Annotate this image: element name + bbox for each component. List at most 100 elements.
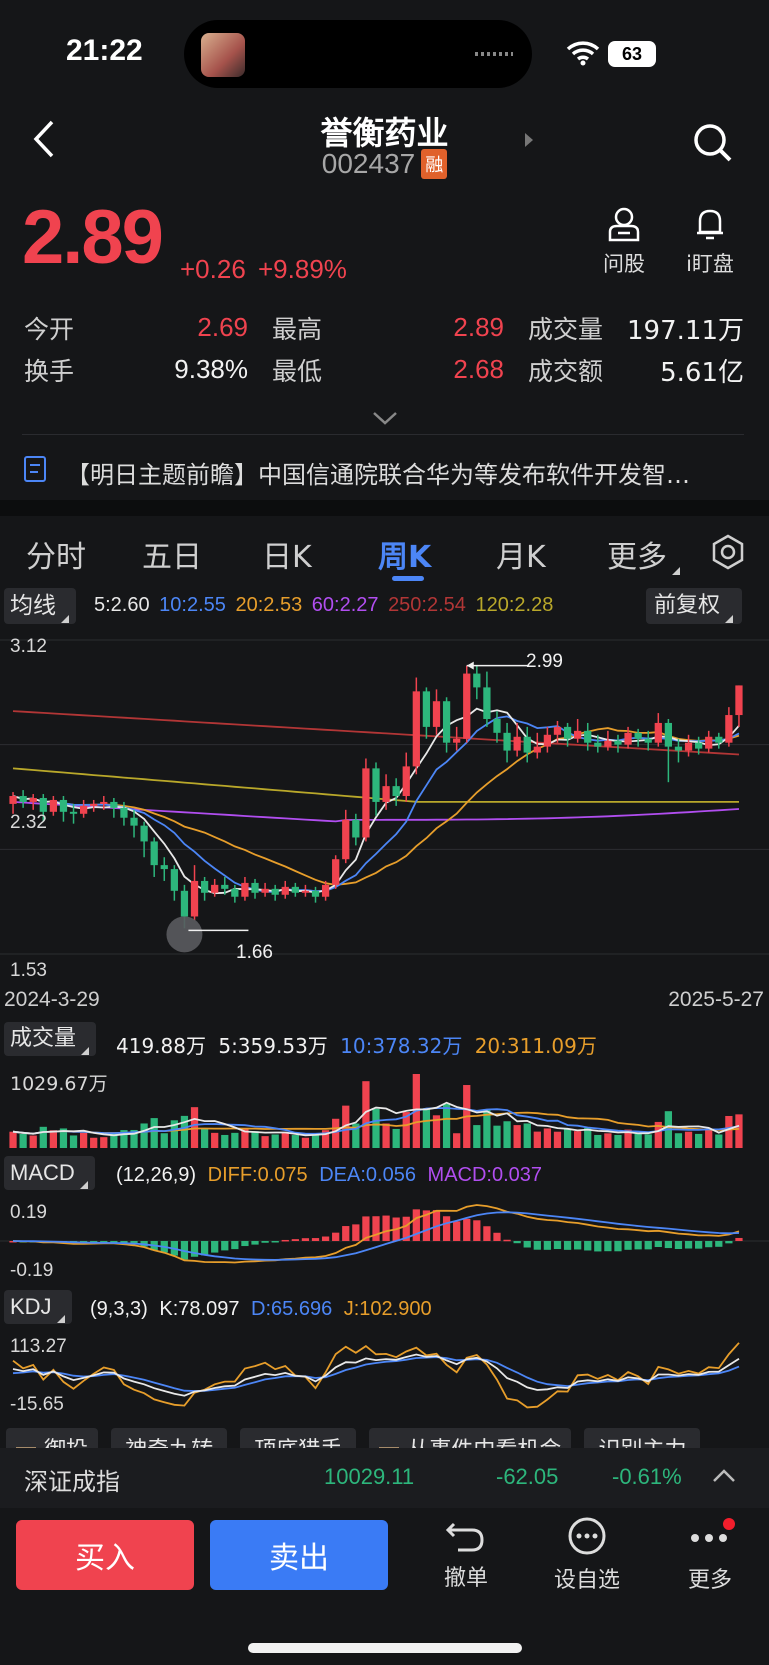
add-watchlist-button[interactable]: 设自选: [548, 1516, 626, 1594]
search-icon[interactable]: [692, 122, 734, 164]
news-headline[interactable]: 【明日主题前瞻】中国信通院联合华为等发布软件开发智…: [66, 461, 690, 489]
wifi-icon: [566, 41, 600, 66]
volume-bar: [231, 1132, 239, 1148]
ma20-value: 20:2.53: [235, 594, 303, 616]
next-stock-icon[interactable]: [522, 131, 536, 149]
kdj-y-top: 113.27: [10, 1336, 67, 1357]
volume-bar: [69, 1135, 78, 1148]
macd-legend: (12,26,9) DIFF:0.075 DEA:0.056 MACD:0.03…: [116, 1164, 542, 1187]
volume-bar: [150, 1118, 158, 1148]
watch-button[interactable]: i盯盘: [678, 206, 742, 278]
min-marker-circle: [166, 916, 203, 953]
kdj-k: K:78.097: [159, 1298, 240, 1320]
volume-bar: [513, 1125, 521, 1148]
tab-weekly-k[interactable]: 周K: [378, 540, 432, 575]
feature-tag[interactable]: 顶底猎手: [240, 1428, 357, 1448]
feature-tag[interactable]: 御投: [6, 1428, 99, 1448]
tab-monthly-k[interactable]: 月K: [496, 540, 546, 575]
macd-bar: [231, 1241, 239, 1250]
volume-bar: [654, 1121, 662, 1148]
candlestick-chart[interactable]: [0, 632, 769, 982]
tab-five-day[interactable]: 五日: [142, 540, 202, 575]
kdj-j: J:102.900: [343, 1298, 432, 1320]
dropdown-icon: [79, 1181, 88, 1189]
status-time: 21:22: [66, 34, 143, 67]
candle: [624, 732, 632, 745]
tab-daily-k[interactable]: 日K: [262, 540, 312, 575]
ma250-line: [12, 710, 740, 756]
feature-tag[interactable]: 从事件中看机会: [369, 1428, 572, 1448]
feature-tag[interactable]: 识别主力: [584, 1428, 701, 1448]
ma-selector[interactable]: 均线: [4, 588, 76, 624]
volume-bar: [90, 1137, 98, 1148]
candle: [705, 736, 713, 749]
macd-bar: [563, 1241, 572, 1250]
stock-code: 002437: [321, 148, 416, 179]
back-arrow-icon[interactable]: [30, 118, 60, 160]
candle: [372, 768, 380, 802]
macd-bar: [311, 1238, 320, 1241]
stock-code-row: 002437 融: [0, 148, 769, 180]
sell-button[interactable]: 卖出: [210, 1520, 388, 1590]
chart-settings-icon[interactable]: [710, 534, 746, 570]
low-label: 最低: [272, 357, 323, 386]
volume-bar: [39, 1126, 47, 1148]
index-change: -62.05: [496, 1464, 559, 1489]
candle: [563, 726, 572, 739]
candle: [170, 869, 178, 891]
volume-bar: [715, 1134, 723, 1148]
kdj-selector[interactable]: KDJ: [4, 1290, 72, 1324]
undo-order-button[interactable]: 撤单: [436, 1516, 496, 1592]
macd-bar: [211, 1241, 219, 1253]
macd-bar: [473, 1220, 481, 1241]
candle: [574, 730, 582, 739]
volume-selector[interactable]: 成交量: [4, 1022, 97, 1056]
macd-value: MACD:0.037: [427, 1164, 543, 1186]
index-bar[interactable]: [0, 1448, 769, 1508]
volume-bar: [211, 1132, 219, 1148]
k-line: [12, 1353, 740, 1397]
candle: [664, 722, 673, 747]
macd-selector[interactable]: MACD: [4, 1156, 95, 1190]
tab-intraday[interactable]: 分时: [26, 540, 86, 575]
macd-bar: [654, 1241, 662, 1248]
macd-bar: [342, 1226, 350, 1241]
candle: [362, 768, 370, 838]
candle: [9, 796, 17, 804]
macd-bar: [372, 1216, 380, 1241]
ma60-value: 60:2.27: [311, 594, 379, 616]
adjust-selector[interactable]: 前复权: [646, 588, 743, 624]
candle: [453, 738, 461, 743]
index-name: 深证成指: [24, 1468, 120, 1496]
volume-bar: [281, 1132, 289, 1148]
macd-bar: [382, 1215, 390, 1241]
candle: [200, 880, 209, 893]
buy-button[interactable]: 买入: [16, 1520, 194, 1590]
volume-bar: [301, 1137, 310, 1148]
tab-more[interactable]: 更多: [607, 532, 681, 576]
candle: [614, 740, 622, 745]
candle: [241, 882, 249, 897]
more-dots-icon: [691, 1518, 735, 1542]
dropdown-icon: [725, 615, 734, 623]
volume-bar: [432, 1115, 441, 1148]
candle: [533, 746, 541, 753]
candle: [584, 730, 592, 743]
candle: [654, 722, 662, 743]
macd-bar: [332, 1232, 340, 1241]
macd-bar: [594, 1241, 602, 1252]
feature-tag-label: 御投: [44, 1438, 88, 1448]
ask-stock-button[interactable]: 问股: [596, 206, 652, 278]
turnover-label: 换手: [24, 357, 75, 386]
volume-bar: [442, 1104, 451, 1148]
candle: [190, 880, 199, 917]
macd-bar: [624, 1241, 632, 1250]
macd-bar: [362, 1216, 370, 1241]
macd-bar: [100, 1241, 108, 1243]
feature-tag[interactable]: 神奇九转: [111, 1428, 228, 1448]
more-button[interactable]: 更多: [680, 1516, 740, 1594]
chevron-up-icon[interactable]: [712, 1468, 736, 1484]
candle: [674, 746, 683, 751]
candle: [493, 718, 501, 733]
expand-chevron-icon[interactable]: [372, 410, 398, 426]
